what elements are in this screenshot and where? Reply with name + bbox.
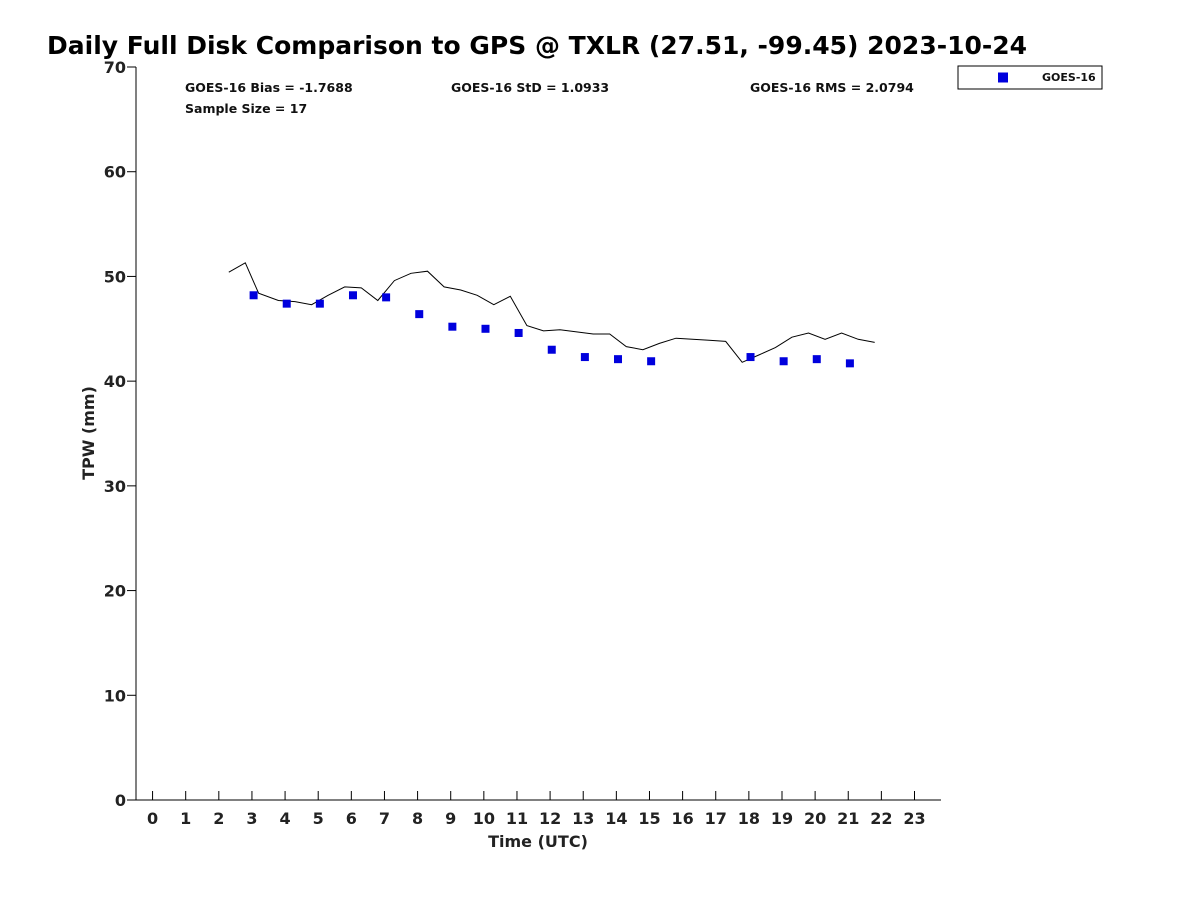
x-tick-label: 12: [539, 809, 561, 828]
stat-rms: GOES-16 RMS = 2.0794: [750, 80, 914, 95]
y-tick-label: 40: [104, 372, 126, 391]
y-tick-label: 0: [115, 791, 126, 810]
stat-sample-size: Sample Size = 17: [185, 101, 307, 116]
goes16-data-point: [614, 355, 623, 364]
x-tick-label: 11: [506, 809, 528, 828]
x-axis-ticks: 0 1 2 3 4 5 6 7 8 9 10 11 12 13 14 15 16 17 18 19 20 21 22 23: [147, 791, 926, 828]
x-tick-label: 10: [473, 809, 495, 828]
x-tick-label: 20: [804, 809, 826, 828]
goes16-data-point: [812, 355, 821, 364]
stat-bias: GOES-16 Bias = -1.7688: [185, 80, 353, 95]
stats-block: GOES-16 Bias = -1.7688 GOES-16 StD = 1.0…: [185, 80, 914, 116]
goes16-data-point: [282, 299, 291, 308]
gps-series-line: [228, 262, 875, 363]
y-axis-ticks: 0 10 20 30 40 50 60 70: [104, 58, 136, 810]
goes16-data-point: [415, 310, 424, 319]
stat-std: GOES-16 StD = 1.0933: [451, 80, 609, 95]
goes16-data-point: [647, 357, 656, 366]
x-tick-label: 8: [412, 809, 423, 828]
goes16-data-point: [382, 293, 391, 302]
goes16-data-point: [514, 328, 523, 337]
goes16-data-point: [448, 322, 457, 331]
goes16-data-point: [580, 353, 589, 362]
goes16-data-point: [547, 345, 556, 354]
y-axis-label: TPW (mm): [79, 386, 98, 480]
goes16-data-point: [315, 299, 324, 308]
y-tick-label: 30: [104, 477, 126, 496]
x-tick-label: 14: [605, 809, 627, 828]
gps-line-group: [228, 262, 875, 363]
goes16-data-point: [779, 357, 788, 366]
x-tick-label: 4: [280, 809, 291, 828]
x-tick-label: 16: [671, 809, 693, 828]
x-tick-label: 7: [379, 809, 390, 828]
x-tick-label: 17: [705, 809, 727, 828]
y-tick-label: 50: [104, 267, 126, 286]
goes16-points-group: [249, 291, 854, 368]
x-tick-label: 0: [147, 809, 158, 828]
legend: GOES-16: [957, 65, 1103, 90]
goes16-data-point: [845, 359, 854, 368]
x-tick-label: 2: [213, 809, 224, 828]
goes16-data-point: [746, 353, 755, 362]
x-tick-label: 15: [638, 809, 660, 828]
x-tick-label: 9: [445, 809, 456, 828]
goes16-data-point: [481, 324, 490, 333]
x-tick-label: 6: [346, 809, 357, 828]
x-axis-label: Time (UTC): [488, 832, 588, 851]
x-tick-label: 19: [771, 809, 793, 828]
legend-box: [957, 65, 1103, 90]
legend-label: GOES-16: [1042, 71, 1096, 84]
chart-title: Daily Full Disk Comparison to GPS @ TXLR…: [47, 31, 1027, 60]
y-tick-label: 20: [104, 582, 126, 601]
x-tick-label: 5: [313, 809, 324, 828]
y-tick-label: 60: [104, 163, 126, 182]
goes16-data-point: [348, 291, 357, 300]
y-tick-label: 70: [104, 58, 126, 77]
x-tick-label: 21: [837, 809, 859, 828]
y-tick-label: 10: [104, 686, 126, 705]
x-tick-label: 22: [870, 809, 892, 828]
x-tick-label: 3: [246, 809, 257, 828]
x-tick-label: 1: [180, 809, 191, 828]
goes16-data-point: [249, 291, 258, 300]
x-tick-label: 18: [738, 809, 760, 828]
x-tick-label: 13: [572, 809, 594, 828]
legend-marker: [998, 72, 1008, 83]
x-tick-label: 23: [903, 809, 925, 828]
